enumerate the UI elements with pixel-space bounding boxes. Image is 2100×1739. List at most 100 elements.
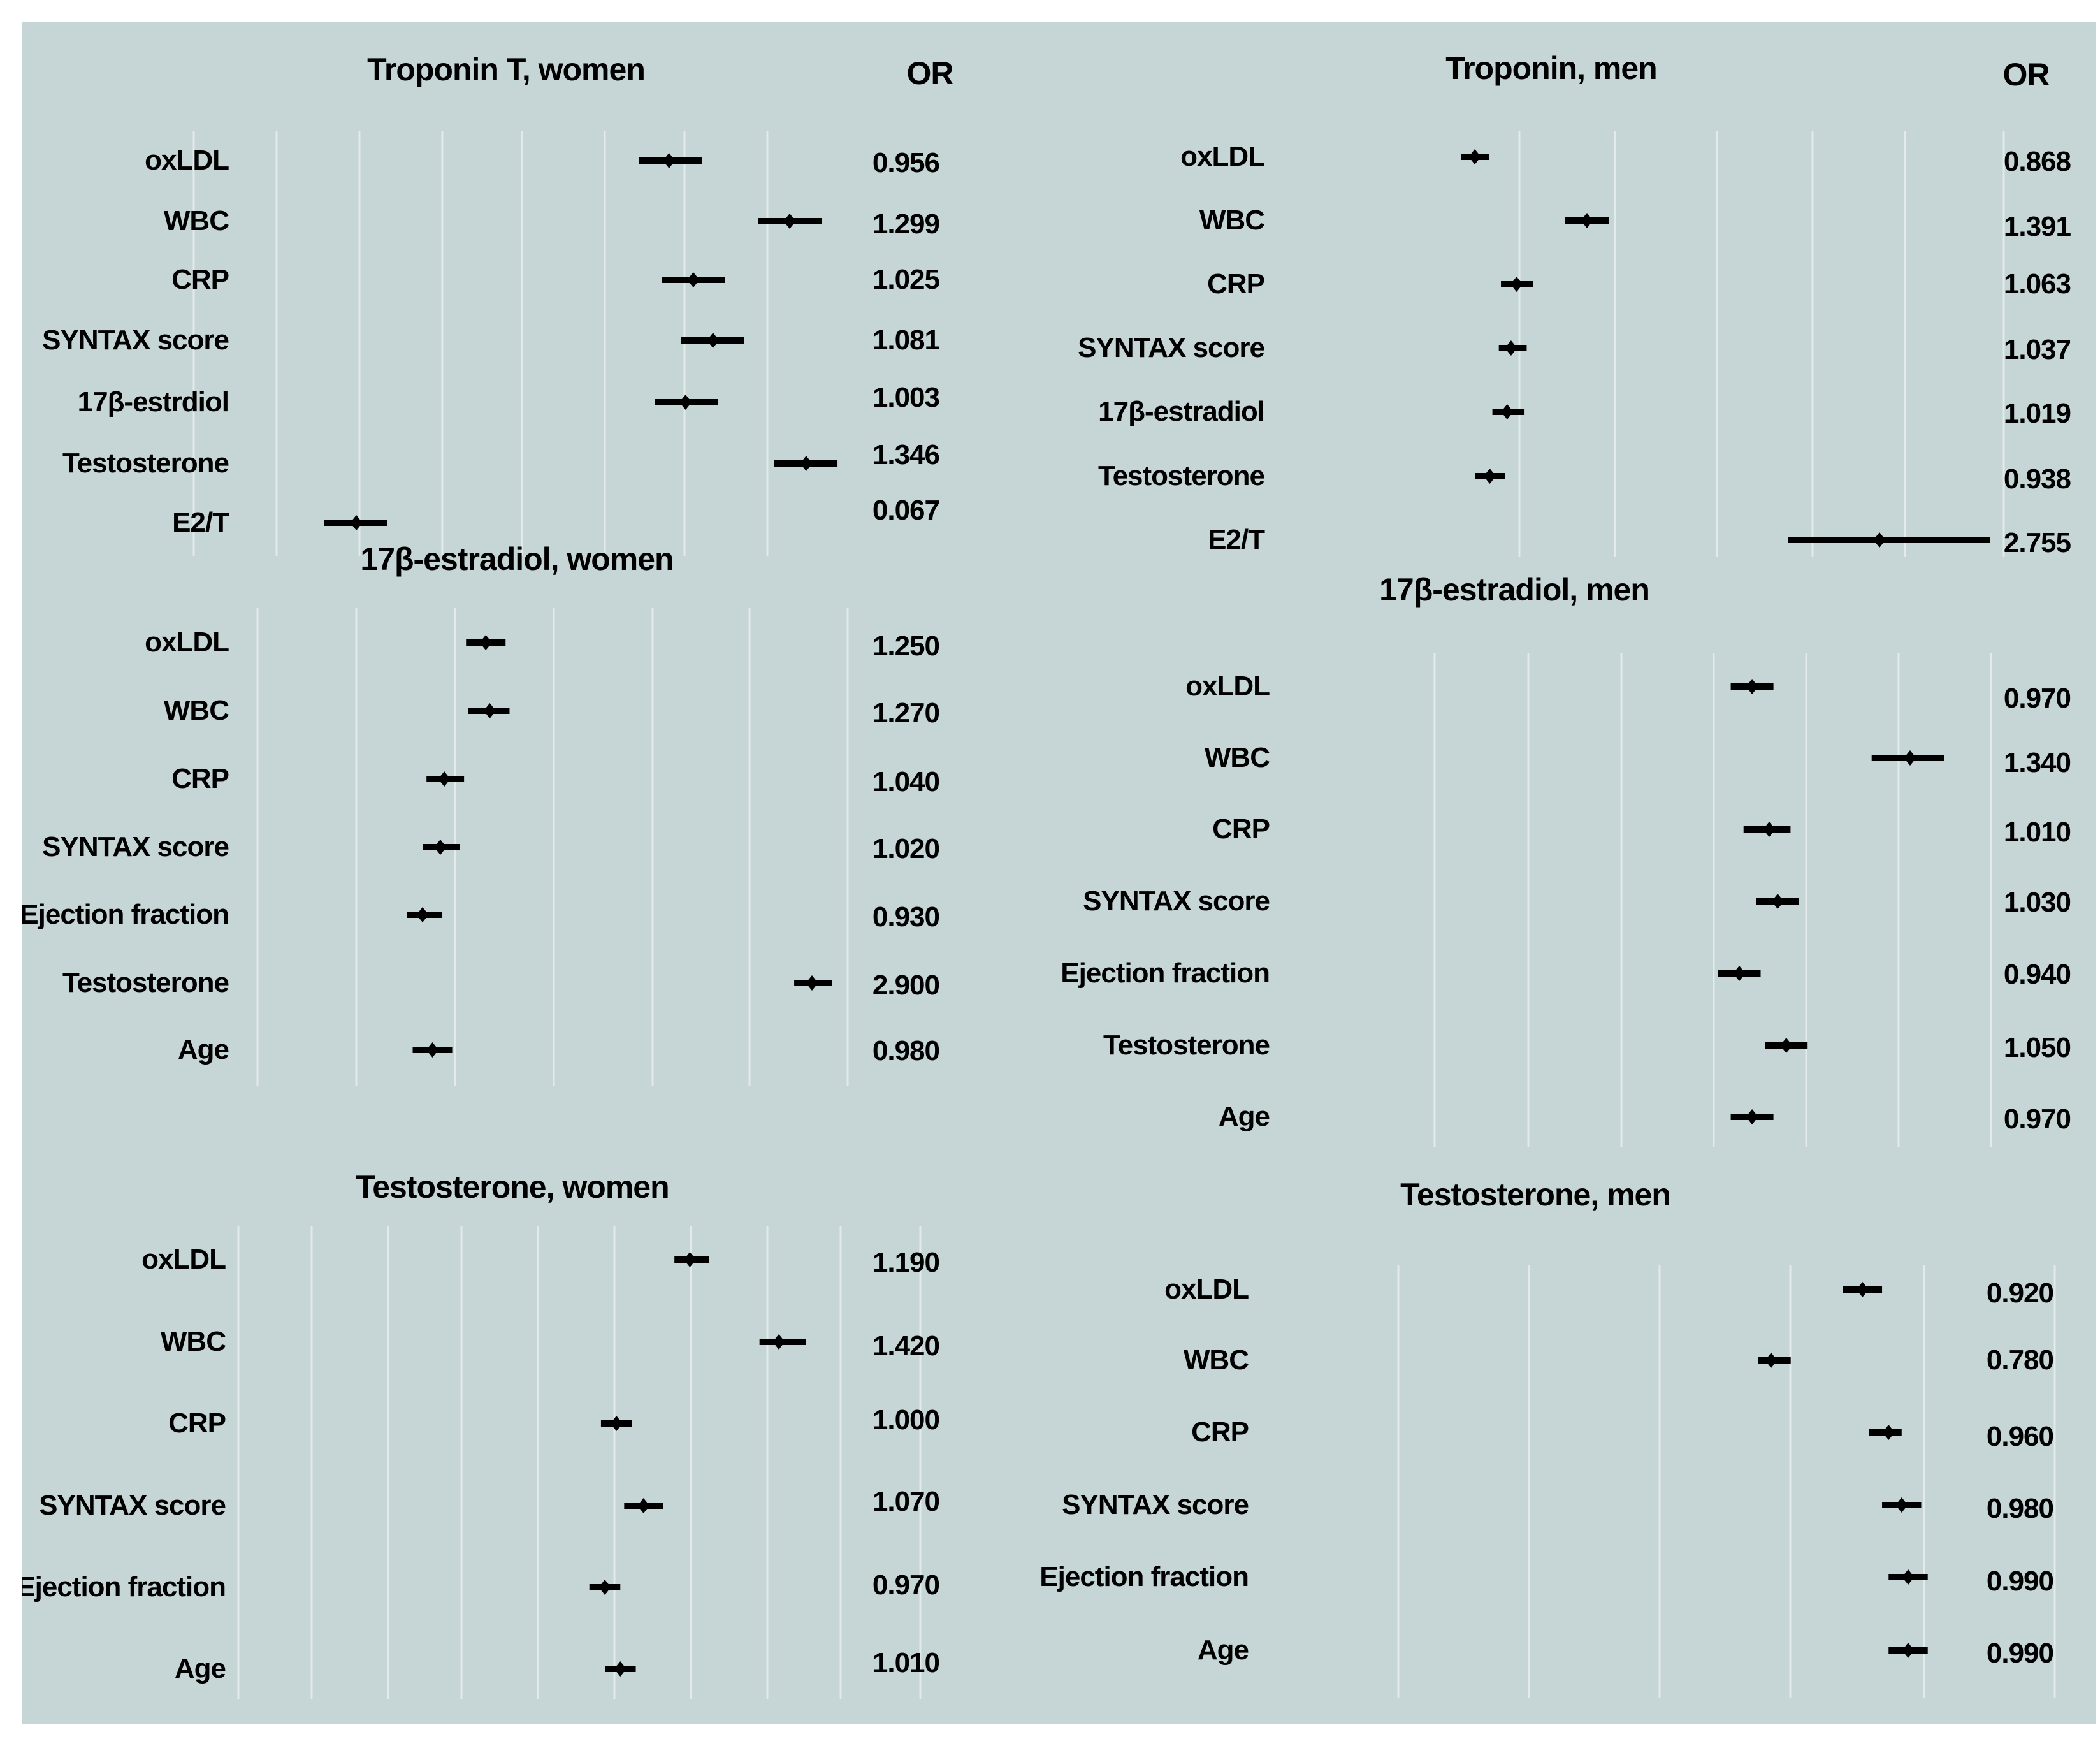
row-label: Ejection fraction bbox=[1061, 957, 1270, 989]
or-point-marker bbox=[1904, 750, 1916, 766]
row-label: WBC bbox=[1199, 205, 1264, 236]
row-label: Age bbox=[178, 1034, 229, 1065]
or-value: 2.900 bbox=[873, 970, 939, 1001]
panel-title: 17β-estradiol, men bbox=[1379, 572, 1649, 608]
forest-plot-svg: Troponin T, women OR oxLDL 0.956 WBC 1.299 CRP… bbox=[17, 50, 2072, 1699]
or-value: 1.190 bbox=[873, 1247, 939, 1278]
row-label: SYNTAX score bbox=[39, 1490, 226, 1521]
or-point-marker bbox=[707, 333, 720, 348]
or-value: 1.270 bbox=[873, 697, 939, 729]
row-label: CRP bbox=[1212, 813, 1270, 845]
or-value: 1.250 bbox=[873, 630, 939, 662]
or-value: 1.020 bbox=[873, 833, 939, 864]
or-value: 0.970 bbox=[2004, 683, 2071, 714]
or-point-marker bbox=[1581, 213, 1593, 228]
or-value: 0.956 bbox=[873, 147, 939, 178]
or-value: 0.990 bbox=[1987, 1566, 2053, 1597]
or-value: 0.780 bbox=[1987, 1344, 2053, 1376]
row-label: Testosterone bbox=[62, 967, 229, 998]
or-value: 0.930 bbox=[873, 901, 939, 933]
row-label: CRP bbox=[1191, 1416, 1249, 1448]
row-label: Age bbox=[1198, 1634, 1249, 1666]
or-point-marker bbox=[637, 1498, 650, 1513]
or-point-marker bbox=[1483, 469, 1496, 484]
or-value: 1.299 bbox=[873, 208, 939, 240]
row-label: CRP bbox=[171, 264, 229, 295]
or-point-marker bbox=[1873, 532, 1886, 548]
or-point-marker bbox=[1882, 1425, 1895, 1440]
or-value: 1.340 bbox=[2004, 747, 2071, 778]
row-label: Testosterone bbox=[1103, 1030, 1270, 1061]
panel-title: Testosterone, men bbox=[1400, 1177, 1670, 1212]
or-value: 0.980 bbox=[873, 1035, 939, 1066]
or-point-marker bbox=[350, 515, 363, 530]
or-point-marker bbox=[483, 703, 496, 718]
row-label: Ejection fraction bbox=[22, 899, 229, 930]
row-label: 17β-estradiol bbox=[1098, 396, 1264, 427]
or-point-marker bbox=[1733, 966, 1746, 981]
row-label: oxLDL bbox=[145, 145, 229, 176]
or-point-marker bbox=[438, 771, 451, 787]
or-point-marker bbox=[479, 635, 492, 650]
or-value: 1.010 bbox=[873, 1647, 939, 1678]
or-value: 1.019 bbox=[2004, 398, 2071, 429]
row-label: E2/T bbox=[1208, 524, 1265, 555]
or-point-marker bbox=[800, 456, 813, 471]
or-point-marker bbox=[679, 395, 692, 410]
row-label: E2/T bbox=[172, 507, 229, 538]
or-value: 2.755 bbox=[2004, 527, 2071, 558]
row-label: SYNTAX score bbox=[1083, 885, 1270, 917]
or-value: 1.040 bbox=[873, 766, 939, 797]
or-point-marker bbox=[1746, 1109, 1758, 1124]
forest-plot-figure: Troponin T, women OR oxLDL 0.956 WBC 1.299 CRP… bbox=[17, 22, 2096, 1724]
or-point-marker bbox=[1780, 1038, 1793, 1053]
or-value: 1.025 bbox=[873, 264, 940, 295]
or-point-marker bbox=[614, 1661, 626, 1677]
or-value: 1.000 bbox=[873, 1404, 939, 1436]
or-point-marker bbox=[663, 153, 676, 168]
panel-title: Testosterone, women bbox=[356, 1169, 669, 1205]
or-point-marker bbox=[1505, 340, 1517, 356]
or-value: 0.980 bbox=[1987, 1493, 2053, 1524]
or-point-marker bbox=[610, 1416, 623, 1431]
row-label: Testosterone bbox=[62, 447, 229, 479]
panel-title: Troponin T, women bbox=[367, 52, 645, 87]
or-value: 0.960 bbox=[1987, 1421, 2053, 1452]
row-label: CRP bbox=[171, 763, 229, 794]
or-value: 1.346 bbox=[873, 439, 939, 470]
or-point-marker bbox=[1510, 277, 1523, 292]
or-point-marker bbox=[1746, 679, 1758, 694]
or-value: 1.391 bbox=[2004, 211, 2071, 242]
or-value: 1.010 bbox=[2004, 817, 2071, 848]
or-value: 0.938 bbox=[2004, 463, 2071, 495]
or-point-marker bbox=[772, 1334, 785, 1350]
row-label: oxLDL bbox=[1185, 671, 1270, 702]
row-label: Testosterone bbox=[1098, 460, 1264, 491]
or-point-marker bbox=[1501, 404, 1514, 419]
row-label: SYNTAX score bbox=[1078, 332, 1264, 363]
or-column-header: OR bbox=[2003, 57, 2050, 92]
row-label: Age bbox=[175, 1653, 226, 1684]
row-label: WBC bbox=[164, 695, 229, 726]
or-point-marker bbox=[1771, 894, 1784, 909]
row-label: WBC bbox=[161, 1326, 226, 1357]
or-point-marker bbox=[1895, 1497, 1908, 1513]
row-label: SYNTAX score bbox=[42, 831, 229, 862]
or-value: 0.868 bbox=[2004, 146, 2071, 177]
or-point-marker bbox=[598, 1580, 611, 1595]
or-value: 1.037 bbox=[2004, 334, 2071, 365]
panel-title: Troponin, men bbox=[1445, 50, 1656, 86]
or-point-marker bbox=[426, 1042, 439, 1058]
row-label: WBC bbox=[164, 205, 229, 236]
or-value: 0.940 bbox=[2004, 959, 2071, 990]
or-value: 1.050 bbox=[2004, 1032, 2071, 1063]
or-point-marker bbox=[1856, 1282, 1869, 1297]
row-label: CRP bbox=[1207, 268, 1264, 300]
or-value: 0.970 bbox=[873, 1569, 939, 1601]
or-point-marker bbox=[1765, 1353, 1778, 1368]
row-label: oxLDL bbox=[145, 627, 229, 658]
or-point-marker bbox=[416, 907, 429, 922]
or-point-marker bbox=[687, 272, 700, 287]
or-point-marker bbox=[1468, 149, 1481, 164]
or-value: 0.920 bbox=[1987, 1277, 2053, 1309]
